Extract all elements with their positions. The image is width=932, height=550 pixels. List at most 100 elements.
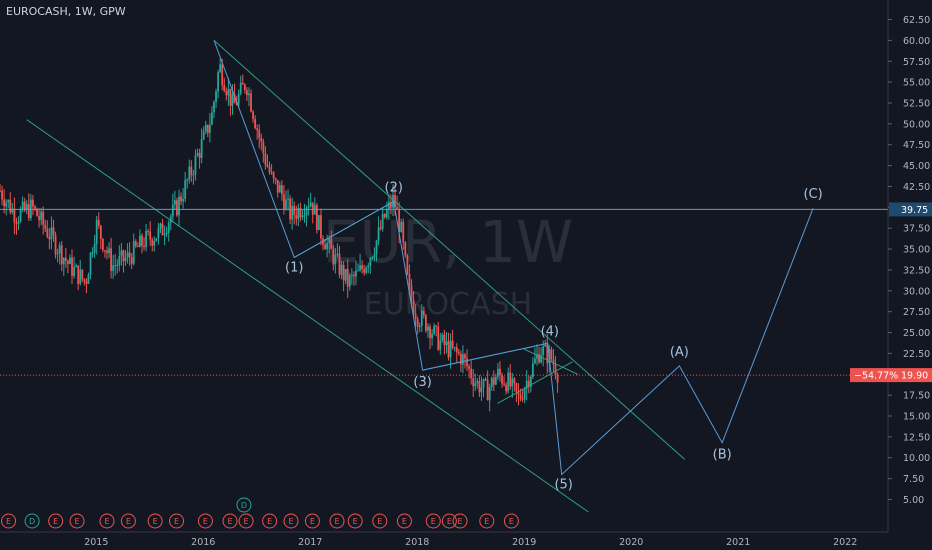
candle-body [141, 235, 143, 246]
candle-body [484, 379, 487, 381]
candle-body [367, 265, 370, 268]
candle-body [40, 211, 43, 221]
earnings-label: E [227, 517, 232, 526]
earnings-label: E [353, 517, 358, 526]
candle-body [420, 310, 423, 327]
candle-body [239, 82, 242, 94]
candle-body [120, 250, 123, 256]
candle-body [519, 394, 522, 399]
candle-body [418, 326, 421, 328]
price-axis-bg [888, 0, 932, 550]
candle-body [299, 208, 302, 218]
candle-body [556, 375, 559, 383]
candle-body [231, 94, 234, 106]
candle-body [66, 260, 69, 264]
candle-body [270, 172, 273, 174]
candle-body [381, 214, 384, 229]
candle-body [186, 179, 189, 181]
event-badge [120, 513, 136, 529]
event-badge [238, 513, 254, 529]
candle-body [509, 372, 512, 387]
price-tick-label: 22.50 [903, 349, 930, 360]
candle-body [550, 349, 553, 360]
candle-body [373, 254, 376, 258]
event-badge [304, 513, 320, 529]
price-tick-label: 62.50 [903, 15, 930, 26]
candle-body [202, 131, 205, 140]
price-tick-label: 10.00 [903, 453, 930, 464]
price-tick-label: 55.00 [903, 78, 930, 89]
earnings-label: E [126, 517, 131, 526]
earnings-label: E [509, 517, 514, 526]
candle-body [542, 346, 545, 356]
candle-body [21, 201, 24, 210]
candle-body [459, 353, 462, 365]
candle-body [332, 248, 335, 265]
candle-body [404, 242, 407, 256]
candle-body [60, 245, 63, 265]
candle-body [540, 355, 543, 363]
event-badge [24, 513, 40, 529]
candle-body [311, 202, 314, 215]
earnings-label: E [458, 517, 463, 526]
event-badge [347, 513, 363, 529]
candle-body [130, 257, 133, 264]
candle-body [139, 235, 141, 247]
candle-body [523, 389, 526, 400]
candle-body [194, 155, 197, 175]
drawings-layer [0, 40, 888, 513]
candle-body [153, 240, 156, 246]
candle-body [184, 180, 187, 199]
channel-lower-line [26, 119, 589, 513]
candle-body [536, 354, 538, 359]
price-axis[interactable]: 62.50 60.00 57.50 55.00 52.50 50.00 47.50 45.00… [850, 0, 932, 550]
wave-label: (B) [713, 448, 732, 463]
chart-title: EUROCASH, 1W, GPW [6, 5, 126, 18]
candle-body [315, 205, 318, 230]
candle-body [546, 344, 549, 364]
candle-body [173, 200, 176, 205]
candle-body [431, 333, 433, 339]
last-price-change: −54.77% [854, 371, 898, 382]
candle-body [305, 208, 308, 216]
candle-body [69, 257, 71, 264]
candle-body [27, 204, 30, 219]
candle-body [529, 376, 532, 387]
candle-body [478, 380, 481, 393]
candle-body [11, 208, 14, 213]
candle-body [110, 248, 113, 271]
candle-body [206, 124, 209, 133]
candle-body [225, 91, 228, 96]
event-badge [147, 513, 163, 529]
candle-body [398, 209, 401, 232]
candle-body [480, 387, 483, 393]
candle-body [291, 205, 294, 220]
earnings-label: E [334, 517, 339, 526]
candle-body [348, 275, 351, 287]
candle-body [445, 341, 448, 346]
candle-body [0, 190, 1, 192]
candle-body [171, 204, 174, 217]
candle-body [217, 72, 219, 92]
candle-body [272, 172, 275, 179]
candle-body [233, 94, 236, 104]
candle-body [155, 238, 158, 241]
candle-body [87, 274, 90, 284]
candle-body [1, 190, 3, 200]
candle-body [472, 378, 475, 387]
candle-body [494, 377, 497, 385]
candle-body [511, 378, 514, 387]
candle-body [400, 221, 403, 232]
time-axis[interactable]: 2015 2016 2017 2018 2019 2020 2021 2022 [0, 531, 888, 550]
candle-body [295, 215, 298, 219]
time-tick-label: 2016 [191, 537, 215, 548]
channel-upper-line [213, 40, 686, 460]
candle-body [318, 215, 320, 230]
time-tick-label: 2017 [298, 537, 322, 548]
candle-body [211, 112, 213, 125]
candle-body [538, 354, 540, 363]
price-tick-label: 7.50 [903, 474, 924, 485]
event-badge [372, 513, 388, 529]
price-tick-label: 57.50 [903, 57, 930, 68]
